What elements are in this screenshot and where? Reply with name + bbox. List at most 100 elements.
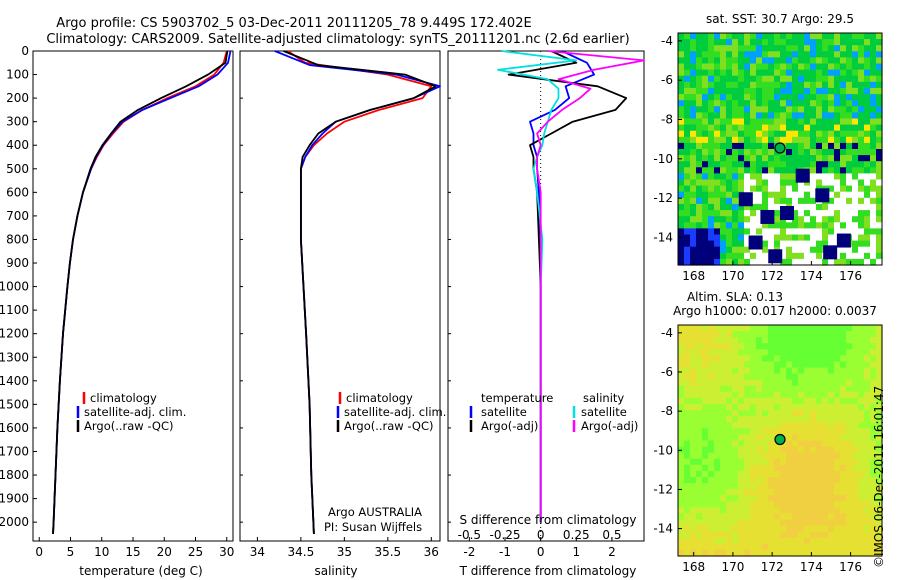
map-cell [864, 167, 871, 174]
map-cell [852, 106, 859, 113]
map-cell [726, 519, 733, 527]
map-cell [762, 470, 769, 478]
map-cell [678, 458, 685, 466]
x-tick-label: -2 [463, 545, 475, 559]
map-cell [822, 216, 829, 223]
map-cell [678, 75, 685, 83]
map-cell [708, 222, 715, 229]
map-cell [816, 549, 823, 557]
map-cell [846, 549, 853, 557]
map-cell [696, 373, 703, 381]
map-cell [840, 130, 847, 138]
map-cell [858, 385, 865, 393]
map-cell [744, 51, 751, 58]
map-cell [714, 446, 721, 454]
map-cell [834, 489, 841, 496]
map-cell [810, 167, 817, 174]
map-cell [726, 489, 733, 496]
map-cell [780, 367, 787, 375]
map-cell [690, 112, 697, 120]
map-cell [714, 428, 721, 435]
map-cell [750, 173, 757, 181]
map-frame [677, 324, 883, 557]
map-cell [720, 525, 727, 533]
map-cell [732, 343, 739, 350]
map-cell [852, 228, 859, 236]
map-cell [696, 33, 703, 40]
map-cell [876, 191, 883, 199]
map-cell [732, 446, 739, 454]
map-cell [762, 106, 769, 113]
map-cell [720, 106, 727, 113]
map-cell [852, 452, 859, 460]
map-cell [690, 222, 697, 229]
map-cell [768, 367, 775, 375]
map-cell [708, 252, 715, 260]
map-cell [732, 179, 739, 187]
map-cell [834, 428, 841, 435]
map-cell [726, 45, 733, 52]
map-cell [798, 349, 805, 356]
map-cell [804, 203, 811, 211]
map-cell [864, 203, 871, 211]
map-cell [834, 367, 841, 375]
map-cell [726, 477, 733, 484]
map-cell [846, 361, 853, 369]
map-cell [864, 464, 871, 472]
map-cell [852, 428, 859, 435]
map-cell [762, 385, 769, 393]
map-cell [864, 161, 871, 168]
map-cell [828, 410, 835, 417]
map-cell [696, 507, 703, 515]
map-cell [876, 361, 883, 369]
map-cell [816, 531, 823, 539]
map-cell [828, 434, 835, 442]
map-cell [816, 367, 823, 375]
map-cell [708, 197, 715, 205]
map-cell [864, 507, 871, 515]
x-tick-label: 20 [157, 545, 172, 559]
map-cell [750, 149, 757, 156]
map-cell [720, 100, 727, 107]
map-cell [852, 63, 859, 71]
map-cell [804, 331, 811, 338]
map-cell [852, 355, 859, 363]
map-cell [858, 185, 865, 193]
map-cell [816, 252, 823, 260]
map-cell [834, 519, 841, 527]
map-cell [708, 106, 715, 113]
map-cell [756, 63, 763, 71]
map-cell [810, 404, 817, 411]
map-cell [828, 106, 835, 113]
map-cell [834, 216, 841, 223]
map-cell [828, 483, 835, 490]
map-cell [798, 45, 805, 52]
map-cell [816, 142, 823, 150]
map-cell [750, 337, 757, 344]
map-cell [786, 470, 793, 478]
map-cell [870, 246, 877, 254]
map-cell [774, 373, 781, 381]
map-cell [876, 197, 883, 205]
map-cell [804, 258, 811, 266]
map-cell [780, 331, 787, 338]
map-cell [750, 136, 757, 144]
map-cell [768, 81, 775, 89]
map-cell [876, 228, 883, 236]
map-cell [690, 391, 697, 399]
map-cell [702, 440, 709, 448]
map-cell [708, 112, 715, 120]
map-cell [822, 410, 829, 417]
map-cell [696, 397, 703, 405]
map-cell [714, 130, 721, 138]
map-cell [876, 161, 883, 168]
map-cell [708, 543, 715, 551]
map-cell [750, 416, 757, 423]
map-cell [720, 222, 727, 229]
map-cell [774, 325, 781, 332]
map-cell [852, 240, 859, 248]
map-cell [852, 87, 859, 95]
map-cell [690, 513, 697, 521]
map-cell [744, 130, 751, 138]
